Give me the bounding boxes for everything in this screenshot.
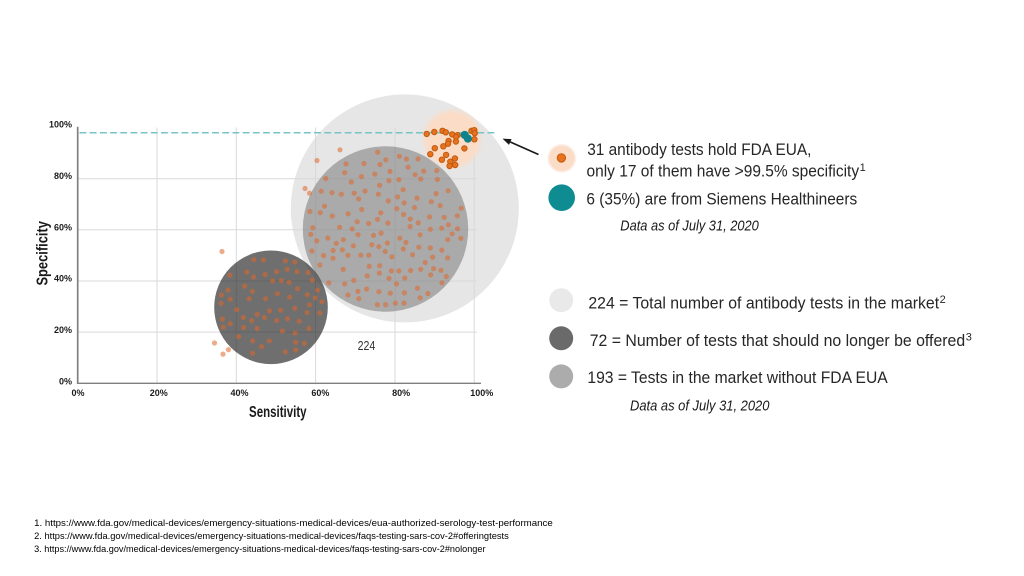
svg-text:1: 1: [860, 162, 866, 174]
svg-text:80%: 80%: [54, 171, 72, 181]
svg-text:100%: 100%: [49, 120, 72, 130]
svg-text:0%: 0%: [59, 377, 72, 387]
svg-text:3. https://www.fda.gov/medical: 3. https://www.fda.gov/medical-devices/e…: [34, 544, 485, 555]
svg-text:72 = Number of tests that shou: 72 = Number of tests that should no long…: [590, 331, 966, 350]
svg-text:3: 3: [966, 331, 972, 343]
svg-text:224 = Total number of antibody: 224 = Total number of antibody tests in …: [588, 294, 939, 313]
svg-text:60%: 60%: [311, 388, 329, 398]
svg-text:Data as of July 31, 2020: Data as of July 31, 2020: [620, 217, 759, 234]
svg-text:40%: 40%: [230, 388, 248, 398]
svg-text:193 = Tests in the market with: 193 = Tests in the market without FDA EU…: [587, 368, 888, 387]
svg-text:60%: 60%: [54, 222, 72, 232]
svg-text:100%: 100%: [470, 388, 493, 398]
svg-text:Sensitivity: Sensitivity: [249, 404, 307, 421]
svg-text:0%: 0%: [71, 388, 84, 398]
svg-text:224: 224: [358, 338, 376, 353]
svg-text:2. https://www.fda.gov/medical: 2. https://www.fda.gov/medical-devices/e…: [34, 531, 509, 542]
svg-text:2: 2: [940, 294, 946, 306]
svg-text:1. https://www.fda.gov/medical: 1. https://www.fda.gov/medical-devices/e…: [34, 518, 553, 529]
svg-text:31 antibody tests hold FDA EUA: 31 antibody tests hold FDA EUA,: [587, 140, 811, 159]
svg-text:Data as of July 31, 2020: Data as of July 31, 2020: [630, 397, 770, 414]
svg-text:Specificity: Specificity: [34, 221, 51, 286]
svg-text:80%: 80%: [392, 388, 410, 398]
svg-text:20%: 20%: [54, 325, 72, 335]
svg-text:6 (35%) are from Siemens Healt: 6 (35%) are from Siemens Healthineers: [586, 190, 857, 209]
svg-text:40%: 40%: [54, 274, 72, 284]
svg-text:only 17 of them have >99.5% sp: only 17 of them have >99.5% specificity: [587, 162, 860, 181]
svg-text:20%: 20%: [150, 388, 168, 398]
